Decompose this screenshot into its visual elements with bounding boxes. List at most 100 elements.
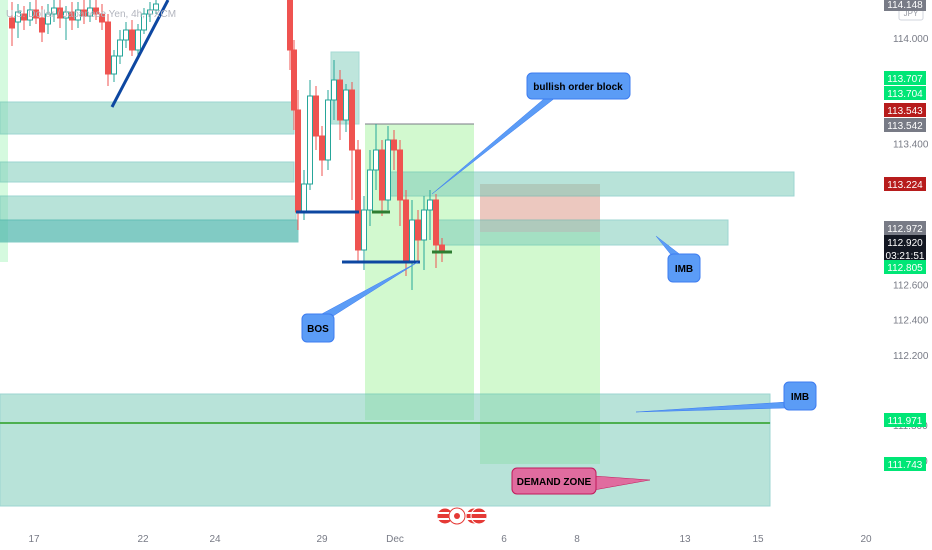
zone-left-2[interactable]	[0, 161, 295, 183]
candle	[27, 2, 33, 26]
candle	[141, 8, 147, 34]
candle	[75, 2, 81, 28]
x-tick-label: 6	[501, 534, 507, 545]
price-badge-label: 112.920	[887, 238, 923, 249]
us-flag-icon-3[interactable]	[470, 507, 488, 525]
price-badges: 114.148 113.707 113.704 113.543 113.542 113.2…	[884, 0, 926, 471]
price-axis[interactable]: JPY 114.000 113.400 112.600 112.400 112.200 1…	[872, 0, 932, 550]
candle	[337, 70, 343, 140]
candle	[81, 0, 87, 24]
y-tick-label: 112.200	[893, 351, 929, 362]
zones-layer	[0, 0, 795, 507]
candles-layer	[9, 0, 445, 290]
candle	[373, 124, 379, 190]
candle	[379, 140, 385, 216]
price-badge: 113.224	[884, 177, 926, 191]
callout-imb-lower[interactable]: IMB	[635, 381, 817, 413]
trendline[interactable]	[110, 0, 170, 108]
price-badge: 113.707	[884, 71, 926, 85]
candle	[433, 194, 439, 268]
candle	[123, 22, 129, 48]
callout-bullish-order-block-text: bullish order block	[533, 82, 623, 93]
price-badge: 03:21:51	[884, 248, 926, 262]
price-badge-label: 111.743	[888, 460, 923, 471]
demand-zone[interactable]	[0, 422, 771, 507]
price-badge: 112.972	[884, 221, 926, 235]
candle	[135, 24, 141, 58]
candle	[111, 50, 117, 82]
economic-events[interactable]	[436, 507, 488, 525]
x-tick-label: 29	[316, 534, 328, 545]
zone-left-3[interactable]	[0, 195, 297, 221]
callout-demand-zone[interactable]: DEMAND ZONE	[511, 467, 651, 495]
price-badge: 112.920	[884, 235, 926, 249]
y-tick-label: 113.400	[893, 140, 929, 151]
candle	[343, 84, 349, 132]
candle	[361, 196, 367, 270]
x-ticks: 17 22 24 29 Dec 6 8 13 15 20	[28, 534, 872, 545]
candle	[291, 40, 297, 130]
candle	[385, 126, 391, 210]
callouts-layer: bullish order block IMB BOS IMB DEMAND Z…	[301, 72, 817, 495]
price-badge: 112.805	[884, 260, 926, 274]
candle	[9, 2, 15, 46]
time-axis[interactable]: 17 22 24 29 Dec 6 8 13 15 20	[28, 507, 872, 545]
candle	[51, 0, 57, 22]
price-badge-label: 112.805	[887, 263, 923, 274]
candle	[325, 90, 331, 170]
candle	[129, 20, 135, 56]
callout-bos-text: BOS	[307, 324, 329, 335]
imb-zone-upper[interactable]	[433, 219, 729, 246]
price-badge: 111.971	[884, 413, 926, 427]
candle	[349, 82, 355, 200]
x-tick-label: 15	[752, 534, 764, 545]
candle	[45, 4, 51, 34]
callout-imb-lower-text: IMB	[791, 392, 809, 403]
price-badge-label: 113.704	[887, 89, 923, 100]
callout-imb-upper[interactable]: IMB	[655, 235, 701, 283]
price-badge: 113.704	[884, 86, 926, 100]
callout-imb-upper-text: IMB	[675, 264, 693, 275]
candle	[33, 0, 39, 24]
candle	[355, 140, 361, 262]
imb-zone-lower[interactable]	[0, 393, 771, 424]
price-badge-label: 03:21:51	[886, 251, 925, 262]
bullish-order-block-zone[interactable]	[388, 171, 795, 197]
candle	[427, 190, 433, 240]
candle	[313, 86, 319, 150]
candle	[415, 210, 421, 262]
y-tick-label: 112.600	[893, 280, 929, 291]
candle	[39, 6, 45, 42]
candle	[367, 150, 373, 226]
candle	[69, 2, 75, 30]
candle	[307, 80, 313, 190]
candle	[331, 60, 337, 120]
price-badge-label: 113.542	[887, 121, 923, 132]
candle	[63, 6, 69, 40]
y-tick-label: 114.000	[893, 34, 929, 45]
price-badge: 111.743	[884, 457, 926, 471]
price-badge-label: 112.972	[887, 224, 923, 235]
drawings-layer	[110, 0, 452, 264]
zone-left-4[interactable]	[0, 219, 299, 243]
candle	[93, 0, 99, 20]
candle	[15, 4, 21, 38]
candle	[287, 0, 293, 70]
candle	[105, 14, 111, 86]
currency-label: JPY	[904, 9, 919, 18]
callout-bos[interactable]: BOS	[301, 261, 419, 343]
price-badge-label: 113.707	[887, 74, 923, 85]
zone-left-1[interactable]	[0, 101, 295, 135]
price-badge-label: 113.224	[887, 180, 923, 191]
price-badge-label: 114.148	[887, 0, 923, 11]
candle	[391, 130, 397, 170]
candle	[21, 6, 27, 30]
candle	[117, 30, 123, 64]
callout-bullish-order-block[interactable]: bullish order block	[431, 72, 631, 195]
callout-demand-zone-text: DEMAND ZONE	[517, 477, 592, 488]
price-badge-label: 111.971	[888, 416, 923, 427]
candle	[397, 140, 403, 226]
symbol-title: U.S. Dollar / Japanese Yen, 4h, FXCM	[6, 9, 176, 20]
y-tick-label: 112.400	[893, 316, 929, 327]
